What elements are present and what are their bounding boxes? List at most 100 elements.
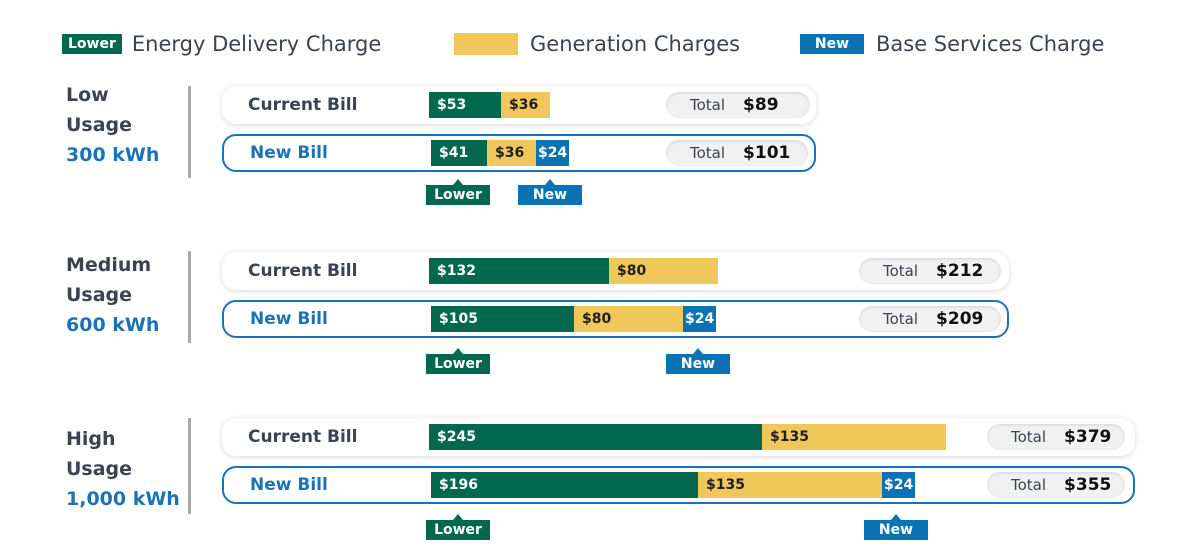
segment-value-label: $105 xyxy=(439,311,478,327)
segment-value-label: $36 xyxy=(509,97,539,113)
stacked-bar: $105 $80 $24 xyxy=(431,306,716,332)
total-pill: Total $212 xyxy=(859,258,1001,284)
total-value: $209 xyxy=(936,309,984,329)
segment-value-label: $53 xyxy=(437,97,467,113)
legend-base: New Base Services Charge xyxy=(800,28,1104,60)
generation-segment: $36 xyxy=(487,140,536,166)
group-divider xyxy=(188,86,191,178)
group-name-line2: Usage xyxy=(66,458,133,480)
delivery-segment: $196 xyxy=(431,472,698,498)
total-value: $212 xyxy=(936,261,984,281)
group-usage: 300 kWh xyxy=(66,144,160,166)
total-pill: Total $209 xyxy=(859,306,1001,332)
group-divider xyxy=(188,418,191,514)
group-label: Medium Usage 600 kWh xyxy=(66,250,159,340)
generation-segment: $80 xyxy=(609,258,718,284)
legend-base-label: Base Services Charge xyxy=(876,32,1105,56)
new-callout: New xyxy=(518,179,582,205)
row-label: Current Bill xyxy=(248,427,358,447)
delivery-segment: $245 xyxy=(429,424,762,450)
lower-callout: Lower xyxy=(426,514,490,540)
new-callout: New xyxy=(864,514,928,540)
generation-segment: $135 xyxy=(762,424,946,450)
total-value: $355 xyxy=(1064,475,1112,495)
segment-value-label: $196 xyxy=(439,477,478,493)
new-badge: New xyxy=(800,34,864,54)
callout-pointer xyxy=(453,348,463,354)
delivery-segment: $105 xyxy=(431,306,574,332)
segment-value-label: $24 xyxy=(538,145,568,161)
segment-value-label: $135 xyxy=(706,477,745,493)
row-label: New Bill xyxy=(250,143,328,163)
new-badge: New xyxy=(864,520,928,540)
lower-badge: Lower xyxy=(426,520,490,540)
current-bill-row: Current Bill $53 $36 Total $89 xyxy=(222,86,816,124)
legend-generation: Generation Charges xyxy=(454,28,740,60)
new-bill-row: New Bill $41 $36 $24 Total $101 xyxy=(222,134,816,172)
callout-pointer xyxy=(453,514,463,520)
total-value: $89 xyxy=(743,95,779,115)
base-segment: $24 xyxy=(882,472,915,498)
lower-callout: Lower xyxy=(426,348,490,374)
new-bill-row: New Bill $105 $80 $24 Total $209 xyxy=(222,300,1009,338)
segment-value-label: $36 xyxy=(495,145,525,161)
new-badge: New xyxy=(518,185,582,205)
legend-delivery: Lower Energy Delivery Charge xyxy=(62,28,381,60)
total-value: $101 xyxy=(743,143,791,163)
total-label: Total xyxy=(1011,428,1047,446)
generation-segment: $135 xyxy=(698,472,882,498)
segment-value-label: $135 xyxy=(770,429,809,445)
callout-pointer xyxy=(545,179,555,185)
delivery-segment: $132 xyxy=(429,258,609,284)
lower-callout: Lower xyxy=(426,179,490,205)
total-pill: Total $101 xyxy=(666,140,808,166)
stacked-bar: $41 $36 $24 xyxy=(431,140,569,166)
row-label: Current Bill xyxy=(248,261,358,281)
stacked-bar: $53 $36 xyxy=(429,92,550,118)
generation-segment: $80 xyxy=(574,306,683,332)
group-label: High Usage 1,000 kWh xyxy=(66,424,180,514)
row-label: New Bill xyxy=(250,309,328,329)
generation-swatch xyxy=(454,33,518,55)
group-name-line1: Medium xyxy=(66,254,152,276)
segment-value-label: $80 xyxy=(617,263,647,279)
segment-value-label: $24 xyxy=(884,477,914,493)
callout-pointer xyxy=(891,514,901,520)
row-label: New Bill xyxy=(250,475,328,495)
base-segment: $24 xyxy=(683,306,716,332)
new-callout: New xyxy=(666,348,730,374)
total-pill: Total $355 xyxy=(987,472,1125,498)
group-name-line1: High xyxy=(66,428,116,450)
group-usage: 600 kWh xyxy=(66,314,160,336)
callout-pointer xyxy=(693,348,703,354)
segment-value-label: $41 xyxy=(439,145,469,161)
stacked-bar: $245 $135 xyxy=(429,424,946,450)
lower-badge: Lower xyxy=(426,185,490,205)
delivery-segment: $53 xyxy=(429,92,501,118)
group-usage: 1,000 kWh xyxy=(66,488,180,510)
stacked-bar: $132 $80 xyxy=(429,258,718,284)
total-label: Total xyxy=(690,96,726,114)
total-label: Total xyxy=(690,144,726,162)
total-label: Total xyxy=(883,262,919,280)
group-name-line1: Low xyxy=(66,84,109,106)
total-pill: Total $379 xyxy=(987,424,1125,450)
row-label: Current Bill xyxy=(248,95,358,115)
base-segment: $24 xyxy=(536,140,569,166)
legend-delivery-label: Energy Delivery Charge xyxy=(131,32,382,56)
total-pill: Total $89 xyxy=(666,92,810,118)
new-bill-row: New Bill $196 $135 $24 Total $355 xyxy=(222,466,1135,504)
group-name-line2: Usage xyxy=(66,114,133,136)
generation-segment: $36 xyxy=(501,92,550,118)
lower-badge: Lower xyxy=(426,354,490,374)
current-bill-row: Current Bill $132 $80 Total $212 xyxy=(222,252,1009,290)
group-label: Low Usage 300 kWh xyxy=(66,80,159,170)
segment-value-label: $132 xyxy=(437,263,476,279)
group-name-line2: Usage xyxy=(66,284,133,306)
callout-pointer xyxy=(453,179,463,185)
segment-value-label: $80 xyxy=(582,311,612,327)
stacked-bar: $196 $135 $24 xyxy=(431,472,915,498)
delivery-segment: $41 xyxy=(431,140,487,166)
segment-value-label: $245 xyxy=(437,429,476,445)
legend: Lower Energy Delivery Charge Generation … xyxy=(0,28,1200,60)
